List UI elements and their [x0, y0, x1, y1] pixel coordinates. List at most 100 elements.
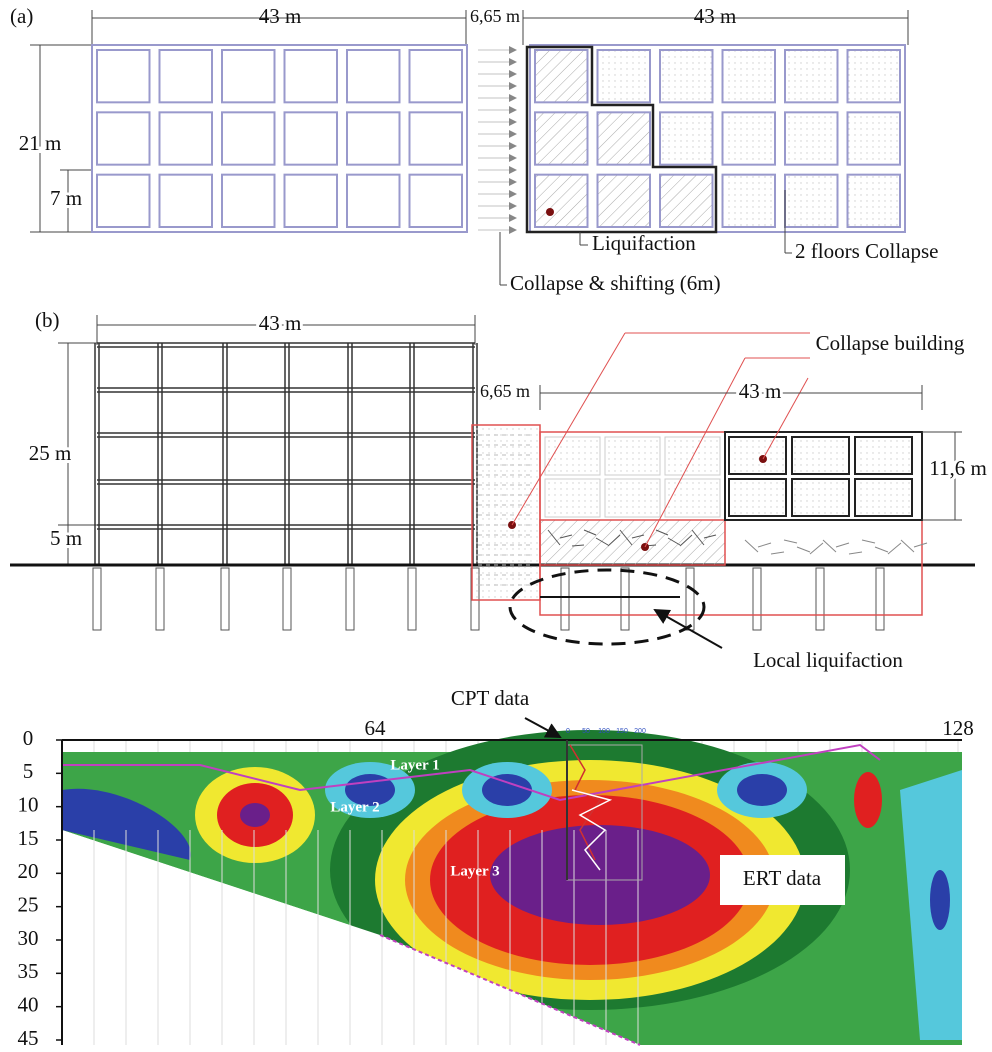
ert-blue [930, 870, 950, 930]
line [875, 547, 888, 552]
rect [621, 568, 629, 630]
rect [855, 437, 912, 474]
rect [97, 112, 150, 164]
ert-blue [482, 774, 532, 806]
layer-label: Layer 2 [330, 799, 379, 815]
depth-label: 10 [18, 792, 39, 816]
rect [410, 50, 463, 102]
rect [347, 50, 400, 102]
rect [347, 175, 400, 227]
rect [410, 112, 463, 164]
cpt-tick: 100 [598, 728, 610, 735]
distance-label: 128 [942, 716, 974, 740]
rect [221, 568, 229, 630]
rect [598, 112, 651, 164]
rect [160, 112, 213, 164]
dimension: 7 m [50, 186, 82, 210]
depth-label: 35 [18, 959, 39, 983]
rect [785, 50, 838, 102]
layer-label: Layer 3 [450, 863, 499, 879]
rect [285, 112, 338, 164]
cpt-tick: 150 [616, 728, 628, 735]
line [862, 540, 875, 543]
line [758, 543, 771, 547]
line [914, 543, 927, 547]
ert-purple [490, 825, 710, 925]
figure: (a) 43 m 6,65 m 43 m 21 m 7 m Liquifacti… [0, 0, 992, 1052]
rect [408, 568, 416, 630]
depth-label: 0 [23, 726, 34, 750]
ert-purple [240, 803, 270, 827]
cpt-tick: 200 [634, 728, 646, 735]
annotation: 2 floors Collapse [795, 239, 938, 263]
line [836, 543, 849, 547]
line [771, 552, 784, 554]
annotation: Local liquifaction [753, 648, 903, 672]
dimension: 5 m [50, 526, 82, 550]
line [784, 540, 797, 543]
dimension: 43 m [259, 4, 302, 28]
line [901, 540, 914, 552]
dimension: 25 m [29, 441, 72, 465]
rect [785, 112, 838, 164]
rect [93, 568, 101, 630]
rect [598, 50, 651, 102]
rect [222, 175, 275, 227]
rect [876, 568, 884, 630]
rect [540, 520, 725, 565]
dimension: 43 m [694, 4, 737, 28]
rect [816, 568, 824, 630]
dimension: 6,65 m [480, 381, 530, 401]
panel-label: (a) [10, 4, 33, 28]
depth-label: 5 [23, 759, 34, 783]
rect [660, 112, 713, 164]
rect [222, 112, 275, 164]
rect [848, 50, 901, 102]
rect [723, 50, 776, 102]
annotation: Collapse building [816, 331, 965, 355]
dimension: 11,6 m [929, 456, 987, 480]
marker-dot [546, 208, 554, 216]
rect [848, 112, 901, 164]
rect [665, 437, 720, 475]
distance-label: 64 [365, 716, 387, 740]
line [797, 547, 810, 552]
rect [723, 112, 776, 164]
rect [665, 479, 720, 517]
rect [222, 50, 275, 102]
line [810, 543, 823, 554]
layer-label: Layer 1 [390, 757, 439, 773]
liquefaction-zone [510, 570, 704, 644]
rect [561, 568, 569, 630]
line [823, 540, 836, 552]
rect [97, 50, 150, 102]
depth-label: 45 [18, 1026, 39, 1050]
cpt-tick: 0 [566, 728, 570, 735]
ert-red [854, 772, 882, 828]
rect [753, 568, 761, 630]
rect [598, 175, 651, 227]
dimension: 43 m [259, 311, 302, 335]
dimension: 43 m [739, 379, 782, 403]
rect [545, 437, 600, 475]
dimension: 6,65 m [470, 6, 520, 26]
line [849, 552, 862, 554]
rect [285, 175, 338, 227]
rect [686, 568, 694, 630]
rect [535, 50, 588, 102]
depth-label: 25 [18, 892, 39, 916]
annotation: Collapse & shifting (6m) [510, 271, 721, 295]
rect [285, 50, 338, 102]
line [745, 540, 758, 552]
rect [545, 479, 600, 517]
depth-label: 30 [18, 926, 39, 950]
ert-blue [737, 774, 787, 806]
rect [535, 175, 588, 227]
rect [346, 568, 354, 630]
rect [535, 112, 588, 164]
rect [605, 437, 660, 475]
rect [472, 425, 540, 600]
panel-label: (b) [35, 308, 60, 332]
dimension: 21 m [19, 131, 62, 155]
annotation: Liquifaction [592, 231, 696, 255]
